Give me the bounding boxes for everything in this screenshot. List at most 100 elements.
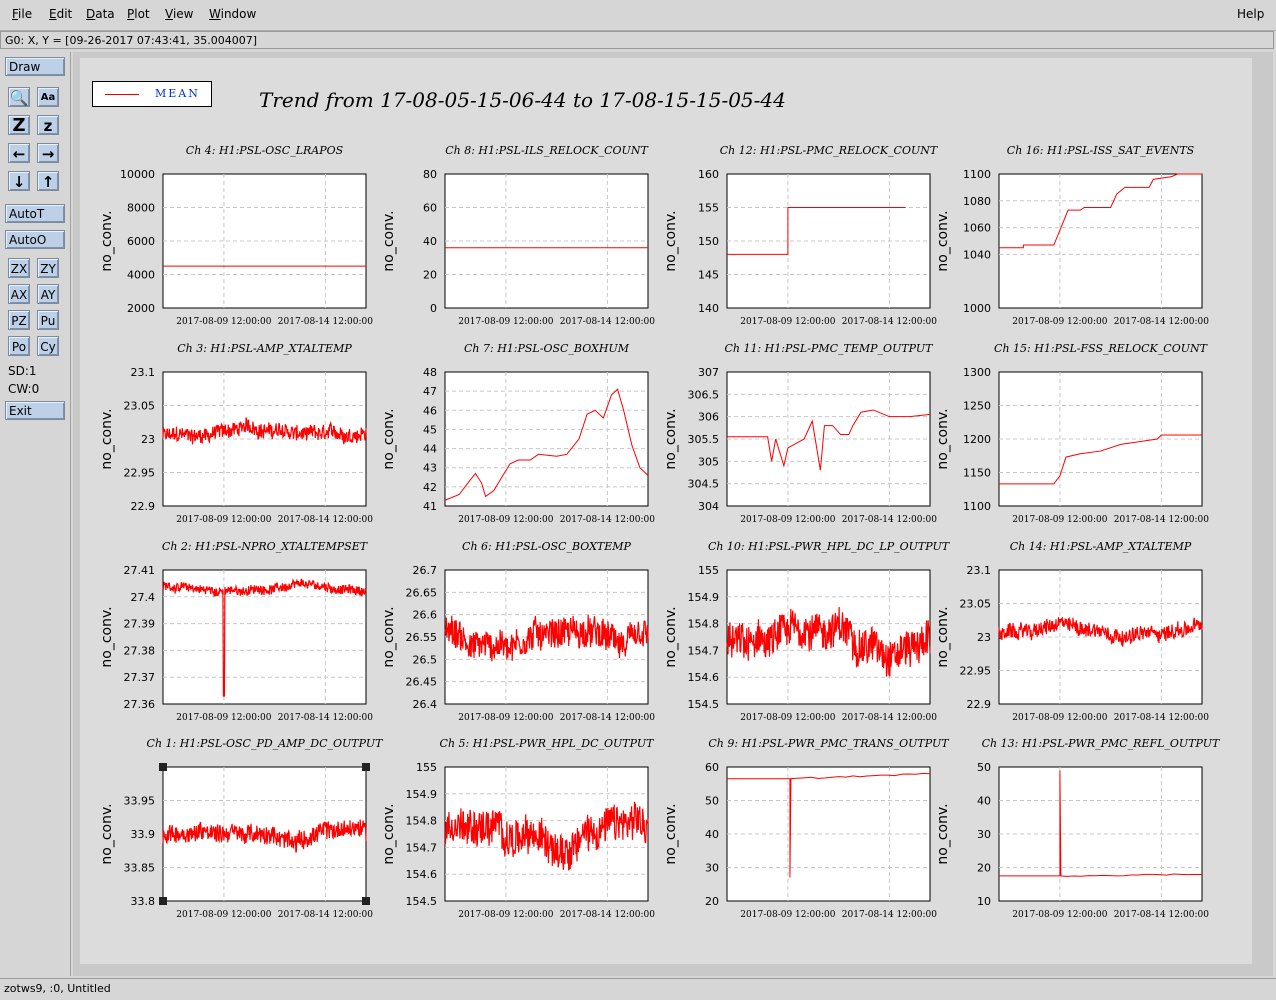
po-button[interactable]: Po	[8, 336, 30, 356]
menu-help[interactable]: Help	[1237, 7, 1265, 21]
selection-handle[interactable]	[159, 897, 167, 905]
x-tick-label: 2017-08-14 12:00:00	[842, 713, 937, 723]
chart-4[interactable]: Ch 16: H1:PSL-ISS_SAT_EVENTS 1100 1080 1060…	[935, 144, 1209, 327]
y-tick-label: 46	[423, 404, 437, 417]
selection-handle[interactable]	[362, 763, 370, 771]
chart-2[interactable]: Ch 8: H1:PSL-ILS_RELOCK_COUNT 80 60 40 20 0 20…	[381, 144, 655, 327]
y-tick-label: 154.8	[688, 618, 720, 631]
y-tick-label: 26.65	[406, 586, 438, 599]
chart-16[interactable]: Ch 13: H1:PSL-PWR_PMC_REFL_OUTPUT 50 40 30 2…	[935, 737, 1221, 920]
zx-button[interactable]: ZX	[8, 258, 30, 278]
y-tick-label: 60	[423, 202, 437, 215]
menu-window[interactable]: Window	[209, 7, 257, 21]
y-tick-label: 304.5	[688, 478, 720, 491]
selection-handle[interactable]	[362, 897, 370, 905]
x-tick-label: 2017-08-09 12:00:00	[458, 910, 553, 920]
x-tick-label: 2017-08-14 12:00:00	[1114, 713, 1209, 723]
y-tick-label: 306.5	[688, 388, 720, 401]
y-tick-label: 1100	[963, 168, 991, 181]
series-line	[162, 578, 367, 697]
autot-button[interactable]: AutoT	[5, 204, 65, 223]
selection-handle[interactable]	[159, 763, 167, 771]
x-tick-label: 2017-08-14 12:00:00	[560, 515, 655, 525]
x-tick-label: 2017-08-14 12:00:00	[278, 910, 373, 920]
chart-13[interactable]: Ch 1: H1:PSL-OSC_PD_AMP_DC_OUTPUT 33.95 33…	[99, 737, 384, 920]
chart-title: Ch 12: H1:PSL-PMC_RELOCK_COUNT	[720, 144, 939, 157]
y-tick-label: 307	[698, 366, 719, 379]
y-tick-label: 27.38	[124, 644, 156, 657]
x-tick-label: 2017-08-14 12:00:00	[278, 713, 373, 723]
arrow-left-icon[interactable]: ←	[8, 143, 30, 163]
menu-data[interactable]: Data	[86, 7, 115, 21]
y-tick-label: 150	[698, 235, 719, 248]
chart-title: Ch 2: H1:PSL-NPRO_XTALTEMPSET	[162, 540, 369, 553]
y-tick-label: 80	[423, 168, 437, 181]
cw-readout: CW:0	[8, 382, 40, 396]
y-tick-label: 305	[698, 455, 719, 468]
pu-button[interactable]: Pu	[37, 310, 59, 330]
series-line	[726, 606, 931, 677]
y-tick-label: 155	[416, 761, 437, 774]
series-line	[444, 801, 649, 871]
series-line	[999, 770, 1203, 877]
chart-6[interactable]: Ch 7: H1:PSL-OSC_BOXHUM 48 47 46 45 44 43 42 41 2…	[381, 342, 655, 525]
x-tick-label: 2017-08-14 12:00:00	[560, 910, 655, 920]
y-tick-label: 154.5	[688, 698, 720, 711]
legend-line	[105, 94, 139, 95]
ay-button[interactable]: AY	[37, 284, 59, 304]
exit-button[interactable]: Exit	[5, 401, 65, 420]
y-tick-label: 140	[698, 302, 719, 315]
search-icon[interactable]: 🔍	[8, 87, 30, 107]
chart-12[interactable]: Ch 14: H1:PSL-AMP_XTALTEMP 23.1 23.05 23 22.…	[935, 540, 1209, 723]
arrow-up-icon[interactable]: ↑	[37, 171, 59, 191]
y-tick-label: 22.95	[124, 467, 156, 480]
chart-15[interactable]: Ch 9: H1:PSL-PWR_PMC_TRANS_OUTPUT 60 50 40 3…	[663, 737, 950, 920]
x-tick-label: 2017-08-14 12:00:00	[842, 317, 937, 327]
y-tick-label: 22.9	[967, 698, 992, 711]
menu-bar: File Edit Data Plot View Window Help	[0, 0, 1276, 31]
autoo-button[interactable]: AutoO	[5, 230, 65, 249]
chart-title: Ch 13: H1:PSL-PWR_PMC_REFL_OUTPUT	[982, 737, 1221, 750]
series-line	[444, 388, 649, 501]
ax-button[interactable]: AX	[8, 284, 30, 304]
series-line	[444, 614, 649, 662]
chart-9[interactable]: Ch 2: H1:PSL-NPRO_XTALTEMPSET 27.41 27.4 27…	[99, 540, 373, 723]
y-tick-label: 60	[705, 761, 719, 774]
chart-1[interactable]: Ch 4: H1:PSL-OSC_LRAPOS 10000 8000 6000 4000…	[99, 144, 373, 327]
arrow-right-icon[interactable]: →	[37, 143, 59, 163]
menu-edit[interactable]: Edit	[49, 7, 73, 21]
draw-button[interactable]: Draw	[5, 57, 65, 76]
chart-5[interactable]: Ch 3: H1:PSL-AMP_XTALTEMP 23.1 23.05 23 22.9…	[99, 342, 373, 525]
chart-11[interactable]: Ch 10: H1:PSL-PWR_HPL_DC_LP_OUTPUT 155 154…	[663, 540, 951, 723]
zoom-out-icon[interactable]: z	[37, 115, 59, 135]
arrow-down-icon[interactable]: ↓	[8, 171, 30, 191]
menu-plot[interactable]: Plot	[127, 7, 150, 21]
y-tick-label: 40	[423, 235, 437, 248]
zy-button[interactable]: ZY	[37, 258, 59, 278]
pz-button[interactable]: PZ	[8, 310, 30, 330]
chart-7[interactable]: Ch 11: H1:PSL-PMC_TEMP_OUTPUT 307 306.5 306…	[663, 342, 937, 525]
y-tick-label: 1060	[963, 222, 991, 235]
y-tick-label: 1080	[963, 195, 991, 208]
y-tick-label: 0	[430, 302, 437, 315]
y-tick-label: 155	[698, 564, 719, 577]
cy-button[interactable]: Cy	[37, 336, 59, 356]
menu-file[interactable]: File	[12, 7, 33, 21]
y-tick-label: 42	[423, 481, 437, 494]
coordinate-readout: G0: X, Y = [09-26-2017 07:43:41, 35.0040…	[0, 31, 1274, 49]
y-tick-label: 154.9	[688, 591, 720, 604]
menu-view[interactable]: View	[165, 7, 194, 21]
text-style-icon[interactable]: Aa	[37, 87, 59, 107]
y-tick-label: 41	[423, 500, 437, 513]
x-tick-label: 2017-08-09 12:00:00	[740, 515, 835, 525]
zoom-in-icon[interactable]: Z	[8, 115, 30, 136]
y-axis-label: no_conv.	[935, 606, 951, 667]
y-axis-label: no_conv.	[663, 606, 679, 667]
x-tick-label: 2017-08-14 12:00:00	[278, 317, 373, 327]
x-tick-label: 2017-08-09 12:00:00	[1012, 713, 1107, 723]
series-line	[998, 616, 1203, 647]
chart-10[interactable]: Ch 6: H1:PSL-OSC_BOXTEMP 26.7 26.65 26.6 26.…	[381, 540, 655, 723]
